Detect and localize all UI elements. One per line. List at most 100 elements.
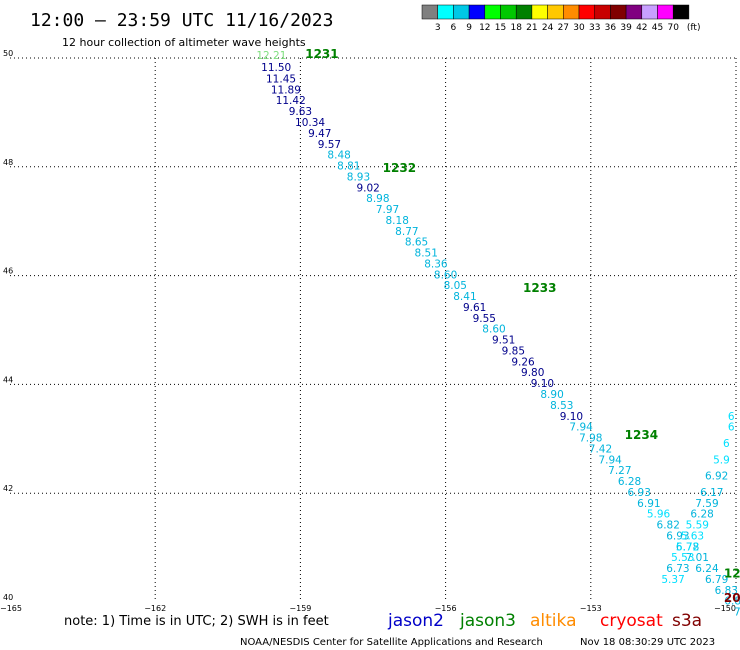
colorbar-tick: 6 (451, 23, 457, 33)
swh-value-label: 8.93 (347, 171, 370, 183)
colorbar-swatch (578, 4, 595, 20)
swh-value-label: 11.42 (276, 95, 306, 107)
colorbar-tick: 15 (495, 23, 506, 33)
colorbar-tick: 9 (466, 23, 472, 33)
pass-time-label: 20 (724, 591, 740, 605)
x-tick-label: −159 (289, 604, 311, 613)
swh-value-label: 7.98 (579, 433, 602, 445)
swh-value-label: 5.63 (681, 530, 704, 542)
swh-value-label: 7.27 (608, 465, 631, 477)
swh-value-label: 9.10 (531, 378, 554, 390)
swh-value-label: 5.37 (661, 574, 684, 586)
colorbar-tick: 24 (542, 23, 554, 33)
colorbar-tick: 12 (479, 23, 490, 33)
swh-value-label: 6.92 (705, 471, 728, 483)
swh-value-label: 12.21 (256, 50, 286, 62)
colorbar-swatch (594, 4, 611, 20)
swh-value-label: 6.93 (628, 487, 651, 499)
swh-value-label: 8.18 (386, 215, 409, 227)
swh-value-label: 6.82 (724, 596, 740, 608)
colorbar-tick: 39 (620, 23, 632, 33)
colorbar-swatch (468, 4, 486, 20)
footer-note: note: 1) Time is in UTC; 2) SWH is in fe… (64, 614, 329, 629)
footer-credit: NOAA/NESDIS Center for Satellite Applica… (240, 637, 543, 648)
swh-value-label: 8.60 (482, 324, 505, 336)
swh-value-label: 9.26 (511, 356, 535, 368)
colorbar-unit: (ft) (687, 23, 701, 33)
colorbar-tick: 33 (589, 23, 600, 33)
pass-time-label: 1234 (625, 428, 658, 442)
swh-value-label: 7.21 (734, 607, 740, 619)
colorbar-tick: 45 (652, 23, 663, 33)
swh-value-label: 9.80 (521, 367, 544, 379)
chart-subtitle: 12 hour collection of altimeter wave hei… (62, 36, 306, 49)
x-tick-label: −162 (144, 604, 166, 613)
swh-value-label: 8.05 (444, 280, 467, 292)
colorbar-tick: 70 (667, 23, 679, 33)
swh-value-label: 6.28 (690, 509, 713, 521)
chart-title: 12:00 — 23:59 UTC 11/16/2023 (30, 10, 333, 31)
colorbar-swatch (641, 4, 658, 20)
swh-value-label: 8.36 (424, 258, 448, 270)
pass-time-label: 1231 (305, 47, 338, 61)
colorbar-tick: 27 (558, 23, 569, 33)
swh-value-label: 8.60 (434, 269, 457, 281)
colorbar-tick: 30 (573, 23, 585, 33)
colorbar-swatch (484, 4, 501, 20)
colorbar-swatch (610, 4, 627, 20)
legend-jason2: jason2 (387, 611, 444, 631)
colorbar-swatch (547, 4, 564, 20)
swh-value-label: 6 (728, 422, 735, 434)
swh-value-label: 9.57 (318, 139, 341, 151)
colorbar-tick: 3 (435, 23, 441, 33)
legend-cryosat: cryosat (600, 611, 663, 631)
swh-value-label: 7.97 (376, 204, 399, 216)
swh-value-label: 11.89 (271, 84, 301, 96)
swh-value-label: 9.85 (502, 345, 525, 357)
x-tick-label: −150 (714, 604, 736, 613)
colorbar-swatch (657, 4, 674, 20)
swh-value-label: 6.78 (676, 541, 699, 553)
track-points: 12.2111.5011.4511.8911.429.6310.349.479.… (256, 50, 740, 619)
swh-value-label: 9.02 (356, 182, 379, 194)
colorbar-swatch (531, 4, 548, 20)
x-tick-label: −165 (0, 604, 22, 613)
swh-value-label: 6.28 (618, 476, 641, 488)
swh-value-label: 9.47 (308, 128, 331, 140)
y-tick-label: 50 (3, 49, 13, 58)
swh-value-label: 6.83 (715, 585, 738, 597)
colorbar-swatch (453, 4, 470, 20)
swh-value-label: 8.77 (395, 226, 418, 238)
colorbar-tick: 36 (605, 23, 617, 33)
swh-value-label: 6.24 (695, 563, 719, 575)
swh-value-label: 11.45 (266, 73, 296, 85)
swh-value-label: 7.42 (589, 443, 612, 455)
colorbar-swatch (672, 4, 690, 20)
swh-value-label: 7.94 (598, 454, 622, 466)
swh-value-label: 8.65 (405, 237, 428, 249)
swh-value-label: 6.91 (637, 498, 660, 510)
y-tick-label: 44 (3, 375, 13, 384)
swh-value-label: 6 (723, 438, 730, 450)
legend-jason3: jason3 (459, 611, 516, 631)
swh-value-label: 8.81 (337, 161, 360, 173)
y-tick-label: 42 (3, 484, 13, 493)
axes: −165 −162 −159 −156 −153 −150 40 42 44 46 48 50 (0, 49, 736, 613)
swh-value-label: 6 (728, 411, 735, 423)
colorbar-swatch (563, 4, 580, 20)
colorbar-swatch (500, 4, 517, 20)
swh-value-label: 9.63 (289, 106, 312, 118)
footer-timestamp: Nov 18 08:30:29 UTC 2023 (580, 637, 715, 648)
pass-labels: 1231 1232 1233 1234 12 20 (305, 47, 740, 605)
swh-value-label: 6.79 (705, 574, 728, 586)
colorbar-swatch (437, 4, 454, 20)
swh-value-label: 5.59 (686, 520, 709, 532)
colorbar-tick: 21 (526, 23, 537, 33)
swh-value-label: 8.41 (453, 291, 476, 303)
swh-value-label: 9.61 (463, 302, 486, 314)
colorbar-tick: 18 (510, 23, 522, 33)
legend-altika: altika (530, 611, 577, 631)
swh-value-label: 8.90 (540, 389, 563, 401)
pass-time-label: 12 (724, 567, 740, 581)
